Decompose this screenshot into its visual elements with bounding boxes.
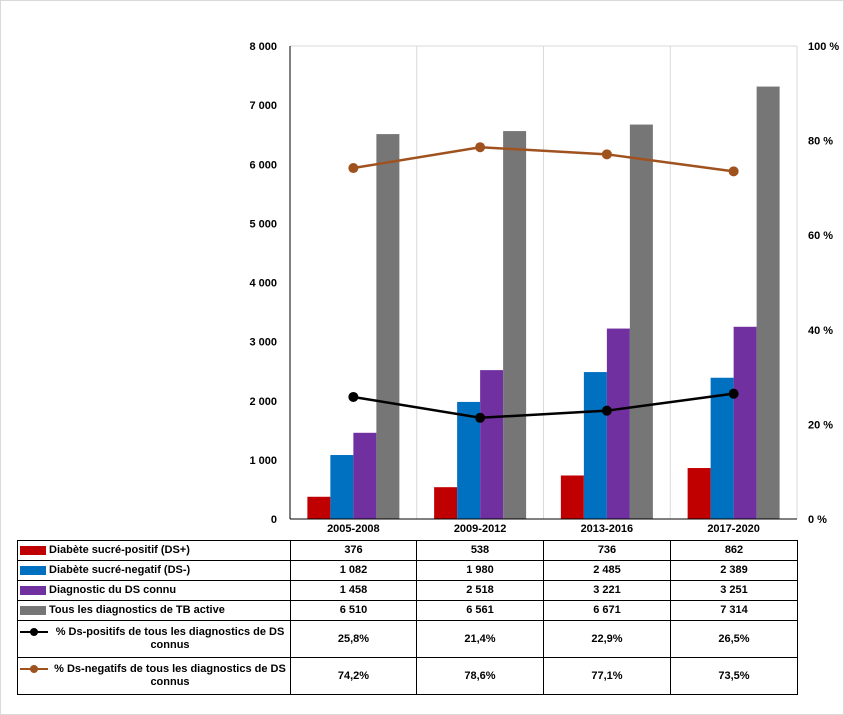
line-point bbox=[475, 142, 486, 153]
y-left-tick-label: 7 000 bbox=[249, 100, 277, 112]
data-value-cell: 376 bbox=[290, 540, 417, 561]
bar bbox=[376, 134, 400, 519]
bar bbox=[353, 432, 377, 519]
bar bbox=[733, 326, 757, 519]
data-value-cell: 7 314 bbox=[670, 600, 798, 621]
line-point bbox=[728, 166, 739, 177]
data-value-cell: 25,8% bbox=[290, 620, 417, 658]
legend-label: Diabète sucré-negatif (DS-) bbox=[49, 564, 191, 576]
bar bbox=[457, 401, 481, 519]
legend-label: Tous les diagnostics de TB active bbox=[49, 604, 225, 616]
y-left-tick-label: 2 000 bbox=[249, 396, 277, 408]
data-table-row: Tous les diagnostics de TB active 6 510 6 … bbox=[17, 600, 798, 621]
line-point bbox=[475, 412, 486, 423]
x-tick-label: 2017-2020 bbox=[707, 523, 760, 535]
bar bbox=[330, 455, 354, 519]
bar bbox=[560, 475, 584, 519]
y-right-tick-label: 20 % bbox=[808, 419, 833, 431]
data-value-cell: 21,4% bbox=[416, 620, 544, 658]
data-value-cell: 1 458 bbox=[290, 580, 417, 601]
data-value-cell: 26,5% bbox=[670, 620, 798, 658]
legend-label: Diabète sucré-positif (DS+) bbox=[49, 544, 190, 556]
data-value-cell: 3 251 bbox=[670, 580, 798, 601]
y-left-tick-label: 5 000 bbox=[249, 218, 277, 230]
line-point bbox=[601, 149, 612, 160]
bar bbox=[756, 86, 780, 519]
legend-label: % Ds-negatifs de tous les diagnostics de… bbox=[54, 663, 286, 688]
x-tick-label: 2013-2016 bbox=[581, 523, 634, 535]
y-left-tick-label: 8 000 bbox=[249, 41, 277, 53]
legend-label: % Ds-positifs de tous les diagnostics de… bbox=[55, 626, 285, 651]
data-value-cell: 6 671 bbox=[543, 600, 671, 621]
legend-cell: Diabète sucré-negatif (DS-) bbox=[17, 560, 291, 581]
x-tick-label: 2005-2008 bbox=[327, 523, 380, 535]
bar bbox=[629, 124, 653, 520]
legend-cell: % Ds-positifs de tous les diagnostics de… bbox=[17, 620, 291, 658]
series-line bbox=[353, 392, 734, 420]
line-point bbox=[348, 391, 359, 402]
data-value-cell: 6 561 bbox=[416, 600, 544, 621]
data-value-cell: 22,9% bbox=[543, 620, 671, 658]
x-tick-label: 2009-2012 bbox=[454, 523, 507, 535]
data-table-row: Diagnostic du DS connu 1 458 2 518 3 221 3 2… bbox=[17, 580, 798, 601]
data-value-cell: 2 389 bbox=[670, 560, 798, 581]
y-right-tick-label: 60 % bbox=[808, 230, 833, 242]
data-table-row: % Ds-positifs de tous les diagnostics de… bbox=[17, 620, 798, 658]
legend-cell: % Ds-negatifs de tous les diagnostics de… bbox=[17, 657, 291, 695]
legend-swatch bbox=[20, 546, 46, 555]
data-value-cell: 1 980 bbox=[416, 560, 544, 581]
bar bbox=[710, 377, 734, 519]
data-value-cell: 862 bbox=[670, 540, 798, 561]
y-right-tick-label: 0 % bbox=[808, 514, 827, 526]
y-left-tick-label: 0 bbox=[271, 514, 277, 526]
data-value-cell: 2 485 bbox=[543, 560, 671, 581]
bar bbox=[687, 468, 711, 519]
bar bbox=[583, 372, 607, 519]
data-table-row: % Ds-negatifs de tous les diagnostics de… bbox=[17, 657, 798, 695]
legend-cell: Tous les diagnostics de TB active bbox=[17, 600, 291, 621]
legend-cell: Diabète sucré-positif (DS+) bbox=[17, 540, 291, 561]
y-left-tick-label: 4 000 bbox=[249, 278, 277, 290]
data-value-cell: 1 082 bbox=[290, 560, 417, 581]
line-point bbox=[601, 405, 612, 416]
data-value-cell: 538 bbox=[416, 540, 544, 561]
series-line bbox=[353, 145, 734, 173]
data-value-cell: 78,6% bbox=[416, 657, 544, 695]
combo-chart: 0 1 000 2 000 3 000 4 000 5 000 6 000 7 000 8 00… bbox=[249, 41, 839, 535]
legend-label: Diagnostic du DS connu bbox=[49, 584, 177, 596]
y-left-tick-label: 6 000 bbox=[249, 159, 277, 171]
y-right-tick-label: 80 % bbox=[808, 136, 833, 148]
legend-swatch bbox=[20, 566, 46, 575]
bar bbox=[606, 328, 630, 519]
legend-swatch bbox=[20, 586, 46, 595]
y-left-tick-label: 3 000 bbox=[249, 337, 277, 349]
bar bbox=[434, 487, 458, 519]
legend-swatch bbox=[20, 606, 46, 615]
bar bbox=[503, 131, 527, 519]
data-value-cell: 6 510 bbox=[290, 600, 417, 621]
data-value-cell: 73,5% bbox=[670, 657, 798, 695]
data-value-cell: 77,1% bbox=[543, 657, 671, 695]
data-table-row: Diabète sucré-negatif (DS-) 1 082 1 980 2 4… bbox=[17, 560, 798, 581]
legend-line-key bbox=[20, 665, 48, 673]
data-table-row: Diabète sucré-positif (DS+) 376 538 736 862 bbox=[17, 540, 798, 561]
line-point bbox=[348, 163, 359, 174]
bar bbox=[480, 370, 504, 519]
y-left-tick-label: 1 000 bbox=[249, 455, 277, 467]
data-value-cell: 2 518 bbox=[416, 580, 544, 601]
legend-cell: Diagnostic du DS connu bbox=[17, 580, 291, 601]
data-value-cell: 736 bbox=[543, 540, 671, 561]
data-value-cell: 74,2% bbox=[290, 657, 417, 695]
line-point bbox=[728, 388, 739, 399]
data-value-cell: 3 221 bbox=[543, 580, 671, 601]
bar bbox=[307, 496, 331, 519]
data-table: Diabète sucré-positif (DS+) 376 538 736 862 D… bbox=[17, 540, 798, 695]
y-right-tick-label: 40 % bbox=[808, 325, 833, 337]
legend-line-key bbox=[20, 628, 48, 636]
y-right-tick-label: 100 % bbox=[808, 41, 839, 53]
